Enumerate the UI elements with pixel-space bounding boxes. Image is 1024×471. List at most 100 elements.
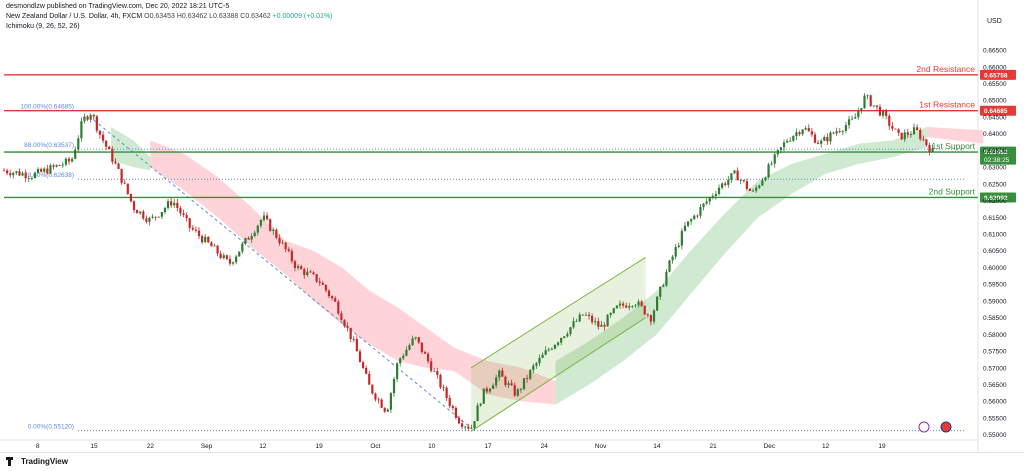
time-tick-label: 15 [90,443,98,450]
candle-up [250,233,253,243]
candle-up [606,314,609,327]
candle-down [154,216,157,221]
price-tick-label: 0.58500 [983,315,1007,322]
candle-body [451,406,454,408]
fib-label: 100.00%(0.64685) [21,104,75,111]
candle-down [315,273,318,283]
candle-body [349,327,352,339]
candle-down [591,313,594,325]
price-tick-label: 0.56000 [983,399,1007,406]
candle-up [550,347,553,351]
candle-down [303,267,306,279]
candle-body [300,266,303,270]
candle-body [210,242,213,247]
candle-up [89,113,92,123]
footer-bar: TradingView [0,452,1024,471]
candle-body [820,140,823,144]
candle-body [696,215,699,217]
candle-down [188,217,191,232]
candle-body [361,362,365,368]
candle-up [872,105,875,108]
level-price-label: 0.62092 [984,195,1008,202]
indicator-line[interactable]: Ichimoku (9, 26, 52, 26) [6,23,80,30]
candle-down [748,187,752,192]
candle-body [625,305,628,308]
candle-down [170,197,173,209]
candle-down [900,132,903,141]
candle-body [829,132,832,142]
time-tick-label: 19 [878,443,886,450]
price-chart[interactable]: 100.00%(0.64685) 88.00%(0.63537) 78.60%(0.… [0,0,1024,452]
candle-up [70,157,74,163]
candle-body [380,399,383,408]
candle-body [457,417,461,424]
candle-down [309,269,312,273]
candle-body [566,333,569,337]
candle-body [485,388,488,392]
candle-down [9,169,12,178]
chart-header: desmondlzw published on TradingView.com,… [6,2,966,36]
candle-body [581,314,584,316]
candle-body [290,250,293,262]
candle-up [49,163,52,175]
candle-body [392,378,396,394]
candle-up [779,147,783,154]
candle-down [485,386,488,394]
candle-body [835,131,838,134]
candle-down [126,183,129,196]
candle-body [89,114,92,120]
candle-body [479,403,482,406]
candle-down [807,124,810,132]
candle-body [495,377,498,386]
candle-up [522,378,526,391]
candle-up [535,362,538,369]
candle-down [312,271,315,276]
candle-body [751,190,755,192]
candle-down [380,398,383,409]
candle-body [476,405,479,422]
candle-down [504,375,507,388]
candle-body [129,193,133,202]
candle-body [516,389,519,396]
candle-body [553,344,557,349]
candle-body [535,363,538,366]
candle-body [863,95,866,109]
candle-body [423,352,427,354]
candle-down [875,105,878,111]
candle-body [21,173,24,176]
candle-up [727,176,730,188]
candle-down [349,327,352,343]
candle-body [795,132,798,137]
candle-body [250,236,253,240]
candle-body [507,383,510,386]
candle-up [628,302,631,311]
candle-up [702,203,705,211]
price-tick-label: 0.65000 [983,98,1007,105]
channel-lower-line [470,317,646,432]
time-tick-label: Dec [764,443,776,450]
level-name: 2nd Resistance [916,64,975,74]
candle-body [916,127,919,130]
candle-body [643,305,646,315]
candle-body [764,177,767,181]
candle-body [70,158,74,162]
candle-body [668,260,671,272]
candle-down [40,167,43,173]
candle-up [389,391,393,413]
candle-down [885,108,888,120]
symbol-name[interactable]: New Zealand Dollar / U.S. Dollar, 4h, FX… [6,13,143,20]
candle-body [207,236,210,243]
candle-down [225,254,228,261]
candle-up [163,206,167,215]
us-flag-event-icon[interactable] [940,421,952,433]
candle-up [241,241,244,254]
candle-body [612,308,615,314]
tradingview-logo[interactable]: TradingView [6,457,68,466]
candle-down [300,264,303,270]
dividend-event-icon[interactable] [918,421,930,433]
candle-body [529,369,532,379]
candle-body [55,164,58,167]
candle-up [618,300,622,309]
candle-body [841,130,844,132]
candle-up [656,295,659,312]
